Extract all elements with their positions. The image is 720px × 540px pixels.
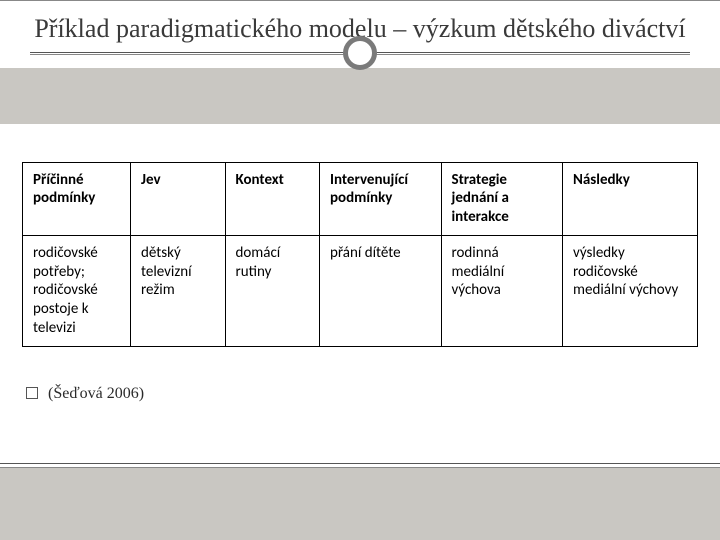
title-area: Příklad paradigmatického modelu – výzkum…	[0, 0, 720, 68]
footer-band	[0, 468, 720, 540]
citation-text: (Šeďová 2006)	[48, 385, 144, 402]
bullet-box-icon	[26, 387, 38, 399]
col-header: Následky	[563, 162, 698, 235]
table-cell: rodinná mediální výchova	[441, 235, 563, 346]
col-header: Strategie jednání a interakce	[441, 162, 563, 235]
table-cell: domácí rutiny	[225, 235, 320, 346]
slide: Příklad paradigmatického modelu – výzkum…	[0, 0, 720, 540]
table-cell: výsledky rodičovské mediální výchovy	[563, 235, 698, 346]
title-decoration	[30, 44, 690, 62]
table-cell: rodičovské potřeby; rodičovské postoje k…	[23, 235, 131, 346]
table-header-row: Příčinné podmínky Jev Kontext Intervenuj…	[23, 162, 698, 235]
table-cell: přání dítěte	[320, 235, 442, 346]
col-header: Jev	[131, 162, 226, 235]
paradigm-table: Příčinné podmínky Jev Kontext Intervenuj…	[22, 162, 698, 347]
circle-icon	[343, 36, 377, 70]
citation-row: (Šeďová 2006)	[0, 357, 720, 403]
col-header: Intervenující podmínky	[320, 162, 442, 235]
table-cell: dětský televizní režim	[131, 235, 226, 346]
col-header: Kontext	[225, 162, 320, 235]
col-header: Příčinné podmínky	[23, 162, 131, 235]
header-band	[0, 68, 720, 124]
footer-rule	[0, 463, 720, 464]
table-row: rodičovské potřeby; rodičovské postoje k…	[23, 235, 698, 346]
table-container: Příčinné podmínky Jev Kontext Intervenuj…	[0, 124, 720, 357]
